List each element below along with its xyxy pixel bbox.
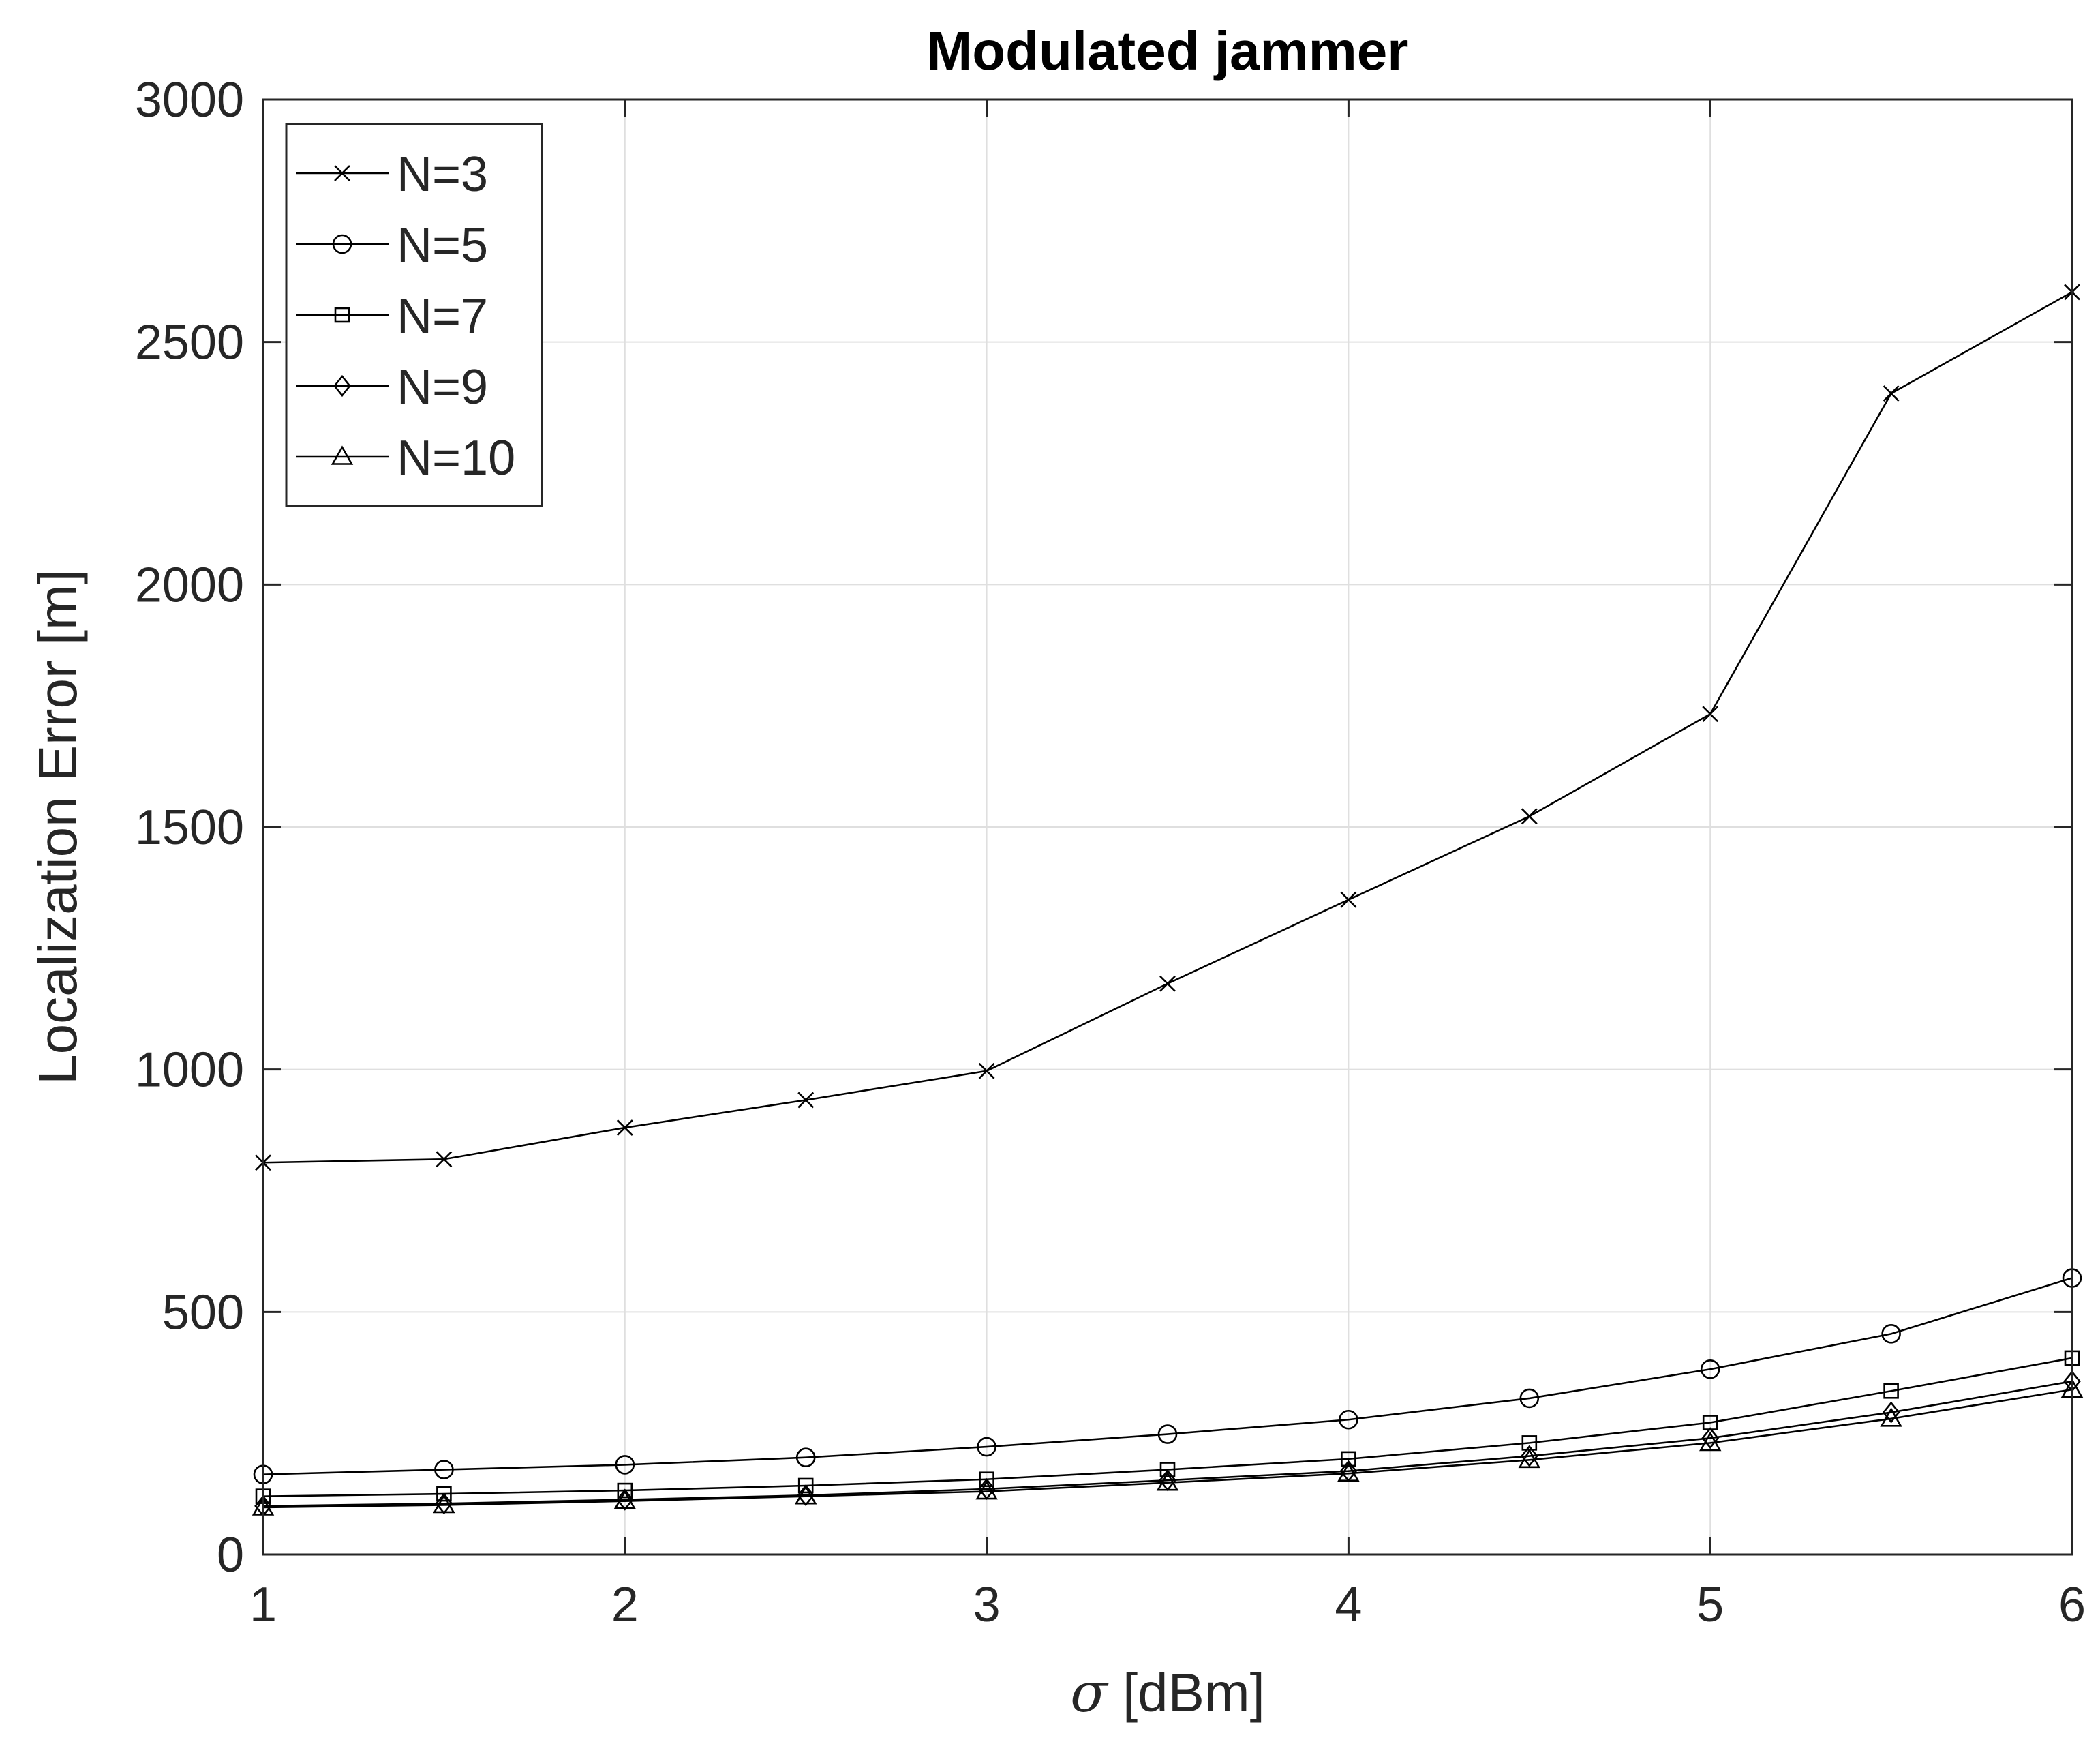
data-point — [977, 1437, 996, 1457]
data-point — [616, 1119, 633, 1136]
data-point — [615, 1488, 634, 1511]
legend-label: N=10 — [397, 431, 515, 485]
legend-label: N=5 — [397, 218, 488, 273]
series-line — [262, 1388, 2073, 1509]
x-tick-label: 4 — [1335, 1578, 1362, 1632]
data-point — [434, 1460, 454, 1479]
data-point — [1700, 1359, 1720, 1379]
data-point — [1156, 1471, 1179, 1491]
data-point — [1159, 975, 1176, 992]
y-tick-label: 2000 — [135, 558, 244, 612]
x-tick-label: 1 — [249, 1578, 277, 1632]
series-line — [262, 1277, 2073, 1475]
legend-marker — [331, 445, 354, 465]
data-point — [1157, 1424, 1178, 1444]
data-point — [613, 1490, 637, 1509]
data-point — [1701, 1427, 1720, 1449]
legend-label: N=3 — [397, 147, 488, 202]
data-point — [1883, 385, 1900, 402]
data-point — [797, 1484, 815, 1507]
legend-item: N=9 — [296, 360, 488, 415]
data-point — [1699, 1431, 1722, 1452]
data-point — [1521, 808, 1538, 825]
grid-lines — [263, 100, 2072, 1554]
data-point — [436, 1151, 453, 1168]
data-point — [1883, 1383, 1899, 1399]
legend-item: N=7 — [296, 289, 488, 344]
data-point — [436, 1486, 452, 1502]
legend-marker — [334, 165, 350, 181]
x-tick-label: 5 — [1696, 1578, 1724, 1632]
y-tick-label: 500 — [162, 1285, 244, 1340]
y-tick-label: 1000 — [135, 1043, 244, 1098]
x-tick-label: 3 — [973, 1578, 1001, 1632]
legend-item: N=5 — [296, 218, 488, 273]
legend-marker — [332, 234, 352, 254]
x-axis-label-symbol: σ — [1070, 1661, 1109, 1724]
y-tick-label: 0 — [217, 1528, 244, 1582]
y-axis-label: Localization Error [m] — [27, 569, 88, 1085]
data-point — [1337, 1462, 1360, 1482]
axes — [262, 98, 2073, 1556]
series-n-10 — [252, 1378, 2084, 1516]
legend-label: N=7 — [397, 289, 488, 344]
data-point — [978, 1062, 995, 1079]
series-group — [252, 284, 2084, 1517]
x-tick-label: 6 — [2058, 1578, 2086, 1632]
data-point — [794, 1485, 817, 1505]
data-point — [1880, 1407, 1902, 1427]
data-point — [1882, 1401, 1900, 1424]
y-tick-label: 2500 — [135, 316, 244, 370]
legend-item: N=3 — [296, 147, 488, 202]
data-point — [435, 1492, 453, 1515]
data-point — [1341, 1451, 1356, 1467]
data-point — [615, 1455, 635, 1475]
x-axis-label-unit: [dBm] — [1123, 1662, 1265, 1723]
legend-item: N=10 — [296, 431, 515, 485]
legend-marker — [334, 307, 350, 323]
data-point — [1702, 706, 1719, 723]
data-point — [1159, 1462, 1176, 1477]
chart-title: Modulated jammer — [927, 20, 1409, 81]
data-point — [797, 1477, 814, 1494]
data-point — [1339, 1409, 1358, 1430]
y-tick-label: 3000 — [135, 73, 244, 127]
x-axis-label: σ [dBm] — [1070, 1661, 1265, 1724]
data-point — [797, 1092, 815, 1109]
legend-marker — [333, 374, 351, 397]
series-line — [262, 1380, 2073, 1507]
data-point — [1520, 1445, 1538, 1467]
legend: N=3 N=5 N=7 N=9 N=10 — [285, 123, 543, 507]
data-point — [795, 1447, 816, 1468]
data-point — [1519, 1388, 1540, 1409]
legend-label: N=9 — [397, 360, 488, 415]
data-point — [979, 1471, 994, 1488]
y-tick-label: 1500 — [135, 800, 244, 855]
tick-labels: 1 2 3 4 5 6 0 500 1000 1500 2000 2500 3000 — [135, 73, 2086, 1632]
x-tick-label: 2 — [611, 1578, 639, 1632]
data-point — [617, 1482, 633, 1499]
data-point — [1881, 1324, 1901, 1344]
data-point — [975, 1479, 998, 1500]
data-point — [1340, 891, 1357, 908]
data-point — [433, 1493, 455, 1514]
data-point — [1518, 1448, 1541, 1469]
series-n-5 — [253, 1268, 2082, 1484]
